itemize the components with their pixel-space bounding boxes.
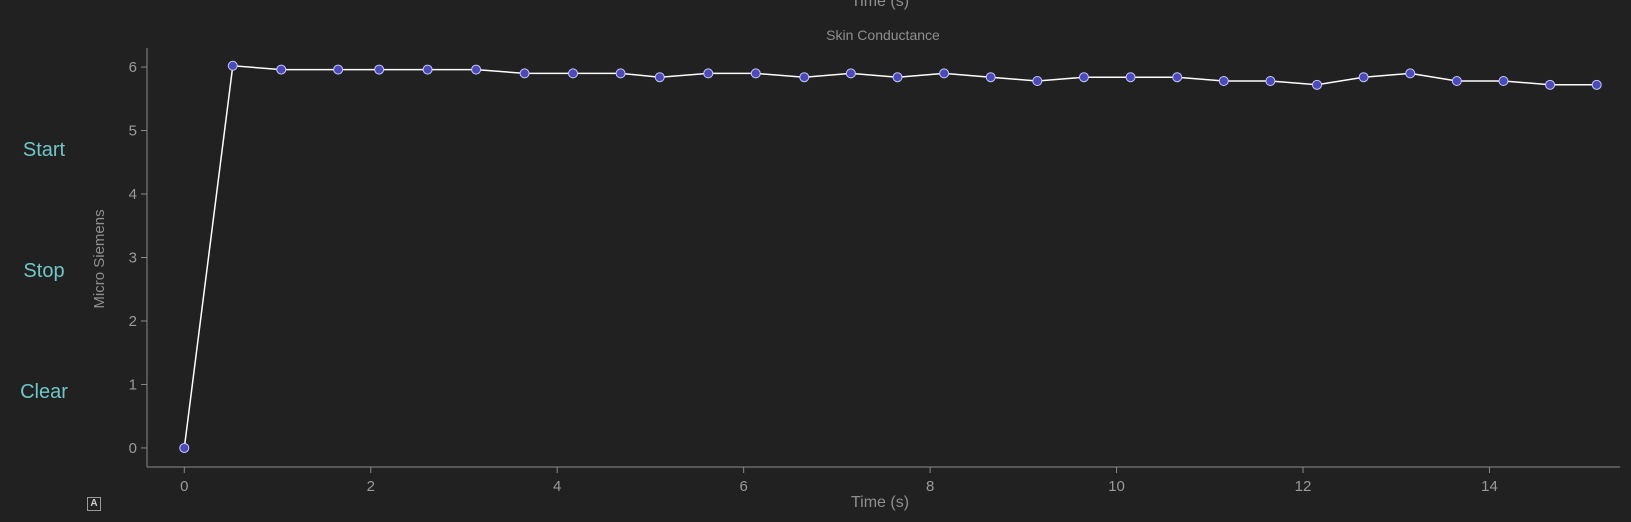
stop-button[interactable]: Stop: [23, 260, 65, 282]
data-point: [1078, 72, 1089, 83]
data-point: [750, 68, 761, 79]
data-point: [1358, 72, 1369, 83]
chart-title: Skin Conductance: [826, 27, 940, 43]
data-markers: [179, 60, 1602, 453]
x-ticks: 0 2 4 6 8 10 12 14: [180, 467, 1498, 495]
data-point: [568, 68, 579, 79]
data-point: [333, 64, 344, 75]
data-point: [703, 68, 714, 79]
series-line: [183, 64, 1597, 449]
data-point: [799, 72, 810, 83]
top-axis-label-clipped: Time (s): [851, 0, 909, 10]
data-point: [939, 68, 950, 79]
data-point: [654, 72, 665, 83]
data-point: [1172, 72, 1183, 83]
x-tick-label: 2: [367, 478, 375, 495]
y-tick-label: 6: [129, 59, 137, 76]
y-tick-label: 1: [129, 376, 137, 393]
data-point: [1405, 68, 1416, 79]
x-tick-label: 4: [553, 478, 561, 495]
y-tick-label: 0: [129, 440, 137, 457]
data-point: [1498, 76, 1509, 87]
data-point: [1218, 76, 1229, 87]
clear-button[interactable]: Clear: [20, 381, 68, 403]
data-point: [179, 442, 190, 453]
data-point: [1312, 79, 1323, 90]
data-point: [276, 64, 287, 75]
y-axis-label: Micro Siemens: [91, 209, 108, 308]
x-tick-label: 12: [1295, 478, 1312, 495]
data-point: [615, 68, 626, 79]
y-tick-label: 5: [129, 123, 137, 140]
data-point: [1591, 79, 1602, 90]
data-point: [227, 60, 238, 71]
x-tick-label: 6: [739, 478, 747, 495]
data-point: [985, 72, 996, 83]
data-point: [471, 64, 482, 75]
y-ticks: 0 1 2 3 4 5 6: [129, 59, 147, 457]
auto-range-button[interactable]: A: [87, 497, 101, 511]
data-point: [519, 68, 530, 79]
x-tick-label: 10: [1108, 478, 1125, 495]
data-point: [1265, 76, 1276, 87]
data-point: [422, 64, 433, 75]
start-button[interactable]: Start: [22, 139, 66, 161]
data-point: [1545, 79, 1556, 90]
data-point: [1032, 76, 1043, 87]
y-tick-label: 3: [129, 250, 137, 267]
x-axis-label: Time (s): [851, 494, 909, 511]
data-point: [845, 68, 856, 79]
y-tick-label: 4: [129, 186, 137, 203]
x-tick-label: 0: [180, 478, 188, 495]
data-point: [1451, 76, 1462, 87]
x-tick-label: 8: [926, 478, 934, 495]
y-tick-label: 2: [129, 313, 137, 330]
data-point: [1125, 72, 1136, 83]
x-tick-label: 14: [1481, 478, 1498, 495]
data-point: [374, 64, 385, 75]
data-point: [892, 72, 903, 83]
